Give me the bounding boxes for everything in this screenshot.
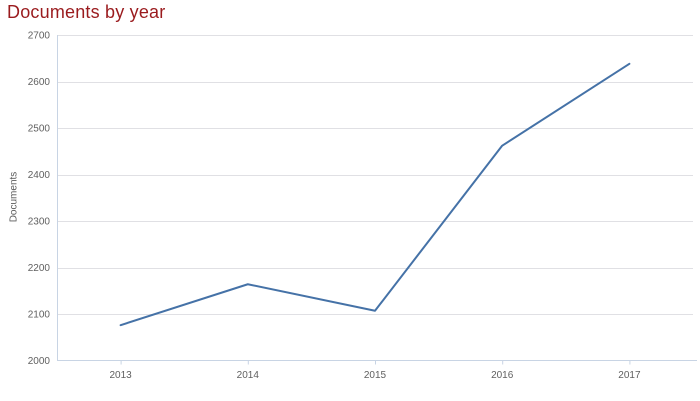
x-axis-tick-label: 2017 — [618, 370, 641, 381]
x-axis-tick-label: 2013 — [109, 370, 132, 381]
x-axis-tick-label: 2015 — [364, 370, 387, 381]
y-axis-tick-label: 2100 — [28, 310, 51, 321]
y-axis-tick-label: 2400 — [28, 170, 51, 181]
y-axis-tick-label: 2300 — [28, 217, 51, 228]
y-axis-tick-label: 2700 — [28, 31, 51, 42]
y-axis-tick-label: 2600 — [28, 77, 51, 88]
y-axis-tick-label: 2500 — [28, 124, 51, 135]
x-axis-tick-label: 2014 — [237, 370, 260, 381]
y-axis-tick-label: 2200 — [28, 263, 51, 274]
y-axis-tick-label: 2000 — [28, 356, 51, 367]
y-axis-title: Documents — [8, 171, 20, 223]
chart-title: Documents by year — [7, 2, 166, 22]
documents-series-line — [119, 62, 631, 327]
x-axis-tick-label: 2016 — [491, 370, 514, 381]
